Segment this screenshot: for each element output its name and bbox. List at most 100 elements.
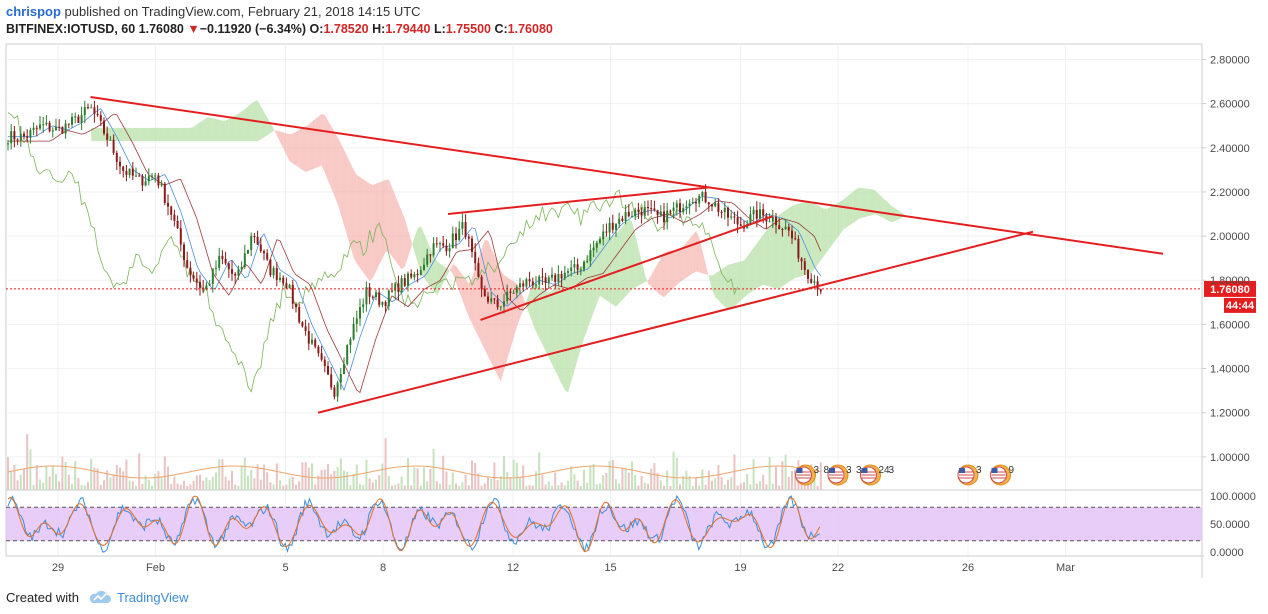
economic-event-markers: 3 8 3 3 243 3 9 bbox=[795, 464, 1015, 486]
candle-body bbox=[125, 170, 128, 175]
cloud-segment bbox=[651, 269, 655, 290]
volume-bar bbox=[131, 481, 134, 490]
cloud-segment bbox=[603, 237, 607, 301]
volume-bar bbox=[298, 481, 301, 490]
candle-body bbox=[695, 201, 697, 204]
volume-bar bbox=[138, 453, 141, 490]
volume-bar bbox=[135, 485, 137, 490]
low-value: 1.75500 bbox=[445, 22, 491, 36]
candle-body bbox=[231, 269, 233, 274]
open-value: 1.78520 bbox=[323, 22, 369, 36]
volume-bar bbox=[487, 476, 489, 490]
volume-bar bbox=[634, 474, 637, 490]
volume-bar bbox=[227, 480, 230, 490]
last-price: 1.76080 bbox=[138, 22, 184, 36]
cloud-segment bbox=[753, 243, 757, 291]
volume-bar bbox=[336, 467, 339, 490]
volume-bar bbox=[419, 485, 422, 490]
candle-body bbox=[451, 233, 454, 249]
candle-body bbox=[535, 284, 537, 286]
cloud-segment bbox=[881, 196, 885, 219]
created-with-label: Created with bbox=[6, 590, 79, 605]
stochastic-oscillator bbox=[6, 494, 1202, 554]
candle-body bbox=[560, 273, 563, 279]
volume-bar bbox=[784, 454, 787, 490]
volume-bar bbox=[474, 463, 477, 490]
candle-body bbox=[147, 176, 150, 182]
ichimoku-cloud bbox=[91, 100, 904, 393]
candle-body bbox=[723, 207, 726, 213]
volume-bar bbox=[458, 485, 461, 490]
price-tick-label: 1.80000 bbox=[1210, 275, 1250, 287]
cloud-segment bbox=[395, 195, 399, 265]
candle-body bbox=[250, 235, 253, 250]
cloud-segment bbox=[305, 124, 309, 173]
tradingview-brand[interactable]: TradingView bbox=[117, 590, 189, 605]
cloud-segment bbox=[644, 273, 648, 284]
cloud-segment bbox=[606, 236, 610, 303]
volume-bar bbox=[285, 484, 288, 490]
price-chart[interactable]: 1.76080 44:44 2.80000 2.60000 2.40000 2.20000… bbox=[0, 0, 1268, 584]
us-flag-event-icon[interactable]: 243 bbox=[860, 464, 895, 486]
oscillator-band bbox=[6, 507, 1202, 541]
volume-bar bbox=[490, 478, 493, 490]
volume-bar bbox=[663, 485, 665, 490]
volume-bar bbox=[333, 470, 336, 490]
candle-body bbox=[506, 291, 509, 302]
cloud-segment bbox=[452, 263, 456, 283]
volume-bar bbox=[544, 484, 547, 490]
candle-body bbox=[570, 267, 573, 272]
author-name[interactable]: chrispop bbox=[6, 4, 61, 19]
candle-body bbox=[400, 278, 403, 292]
cloud-segment bbox=[123, 127, 127, 142]
volume-bar bbox=[64, 462, 67, 490]
candle-body bbox=[490, 298, 493, 302]
flag-canton bbox=[829, 468, 835, 473]
cloud-segment bbox=[392, 187, 396, 261]
cloud-segment bbox=[737, 261, 741, 304]
tradingview-cloud-icon[interactable] bbox=[88, 589, 112, 605]
volume-bar bbox=[157, 471, 160, 490]
cloud-segment bbox=[353, 169, 357, 264]
volume-bar bbox=[256, 464, 259, 490]
candle-body bbox=[336, 382, 339, 397]
volume-bar bbox=[791, 471, 793, 490]
volume-bar bbox=[327, 463, 329, 490]
volume-bar bbox=[778, 485, 781, 490]
candle-body bbox=[263, 251, 265, 254]
candle-body bbox=[307, 331, 310, 344]
volume-bar bbox=[141, 483, 144, 490]
cloud-segment bbox=[404, 218, 408, 267]
cloud-segment bbox=[315, 116, 319, 169]
volume-bar bbox=[813, 474, 816, 490]
cloud-segment bbox=[430, 248, 434, 291]
cloud-segment bbox=[686, 238, 690, 278]
cloud-segment bbox=[680, 246, 684, 283]
candle-body bbox=[525, 279, 528, 287]
volume-bar bbox=[605, 473, 608, 490]
us-flag-event-icon[interactable]: 3 bbox=[957, 464, 982, 486]
volume-bar bbox=[208, 480, 211, 490]
stoch-d-line bbox=[7, 495, 821, 552]
symbol-label[interactable]: BITFINEX:IOTUSD, 60 bbox=[6, 22, 136, 36]
us-flag-event-icon[interactable]: 9 bbox=[990, 464, 1015, 486]
candle-body bbox=[83, 107, 86, 116]
volume-bar bbox=[579, 485, 582, 490]
cloud-segment bbox=[776, 214, 780, 289]
candle-body bbox=[215, 267, 217, 269]
cloud-segment bbox=[648, 275, 652, 287]
candle-body bbox=[819, 289, 822, 292]
volume-bar bbox=[218, 459, 221, 490]
cloud-segment bbox=[411, 237, 415, 252]
volume-bar bbox=[445, 471, 448, 490]
volume-bar bbox=[397, 483, 400, 490]
candle-body bbox=[813, 281, 816, 283]
candle-body bbox=[659, 211, 662, 216]
cloud-segment bbox=[344, 149, 348, 236]
candle-body bbox=[384, 302, 387, 307]
cloud-segment bbox=[235, 113, 239, 142]
candle-body bbox=[576, 264, 579, 270]
volume-bar bbox=[615, 479, 617, 490]
